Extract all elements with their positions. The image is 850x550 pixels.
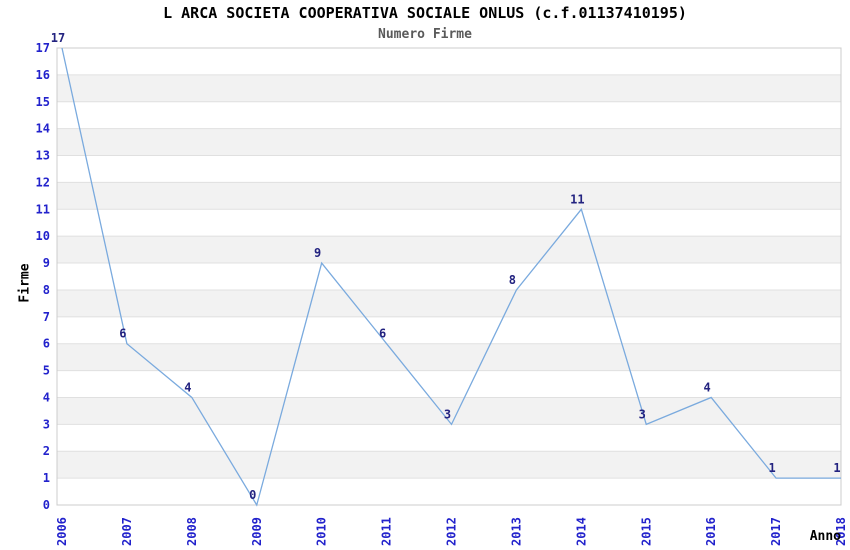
plot-band — [57, 263, 841, 290]
x-tick-label: 2015 — [639, 517, 653, 546]
x-tick-label: 2016 — [704, 517, 718, 546]
plot-band — [57, 236, 841, 264]
point-label: 6 — [379, 327, 386, 341]
plot-band — [57, 289, 841, 317]
plot-band — [57, 209, 841, 237]
y-tick-label: 11 — [36, 202, 50, 216]
plot-band — [57, 182, 841, 210]
y-tick-label: 17 — [36, 41, 50, 55]
plot-band — [57, 478, 841, 505]
y-tick-label: 8 — [43, 283, 50, 297]
y-tick-label: 3 — [43, 417, 50, 431]
x-tick-label: 2010 — [315, 517, 329, 546]
point-label: 4 — [184, 380, 191, 394]
x-tick-label: 2012 — [445, 517, 459, 546]
point-label: 11 — [570, 192, 584, 206]
plot-band — [57, 128, 841, 156]
point-label: 6 — [119, 327, 126, 341]
plot-band — [57, 316, 841, 344]
y-tick-label: 7 — [43, 310, 50, 324]
x-tick-label: 2007 — [120, 517, 134, 546]
y-tick-label: 12 — [36, 175, 50, 189]
chart-subtitle: Numero Firme — [378, 27, 472, 42]
y-tick-label: 14 — [36, 122, 50, 136]
y-tick-label: 2 — [43, 444, 50, 458]
plot-band — [57, 48, 841, 75]
plot-band — [57, 424, 841, 452]
plot-band — [57, 451, 841, 479]
point-label: 0 — [249, 488, 256, 502]
x-tick-label: 2008 — [185, 517, 199, 546]
x-axis-title: Anno — [809, 529, 841, 544]
point-label: 4 — [704, 380, 711, 394]
chart-title: L ARCA SOCIETA COOPERATIVA SOCIALE ONLUS… — [163, 4, 687, 22]
y-tick-label: 15 — [36, 95, 50, 109]
y-tick-label: 16 — [36, 68, 50, 82]
x-tick-label: 2009 — [250, 517, 264, 546]
point-label: 17 — [51, 31, 65, 45]
data-line — [61, 47, 841, 507]
plot-band — [57, 155, 841, 183]
plot-band — [57, 74, 841, 102]
plot-band — [57, 343, 841, 371]
point-label: 1 — [768, 461, 775, 475]
point-label: 9 — [314, 246, 321, 260]
point-label: 3 — [444, 407, 451, 421]
point-label: 1 — [833, 461, 840, 475]
x-tick-label: 2014 — [574, 517, 588, 546]
plot-border — [56, 47, 842, 506]
y-tick-label: 1 — [43, 471, 50, 485]
y-tick-label: 4 — [43, 390, 50, 404]
plot-band — [57, 397, 841, 425]
y-tick-label: 0 — [43, 498, 50, 512]
y-tick-label: 9 — [43, 256, 50, 270]
y-tick-label: 5 — [43, 364, 50, 378]
x-tick-label: 2017 — [769, 517, 783, 546]
y-tick-label: 6 — [43, 337, 50, 351]
point-label: 3 — [639, 407, 646, 421]
y-axis-title: Firme — [17, 263, 33, 303]
y-tick-label: 13 — [36, 149, 50, 163]
x-tick-label: 2018 — [834, 517, 848, 546]
plot-band — [57, 101, 841, 129]
point-label: 8 — [509, 273, 516, 287]
x-tick-label: 2013 — [509, 517, 523, 546]
y-tick-label: 10 — [36, 229, 50, 243]
plot-band — [57, 370, 841, 398]
x-tick-label: 2006 — [55, 517, 69, 546]
x-tick-label: 2011 — [380, 517, 394, 546]
